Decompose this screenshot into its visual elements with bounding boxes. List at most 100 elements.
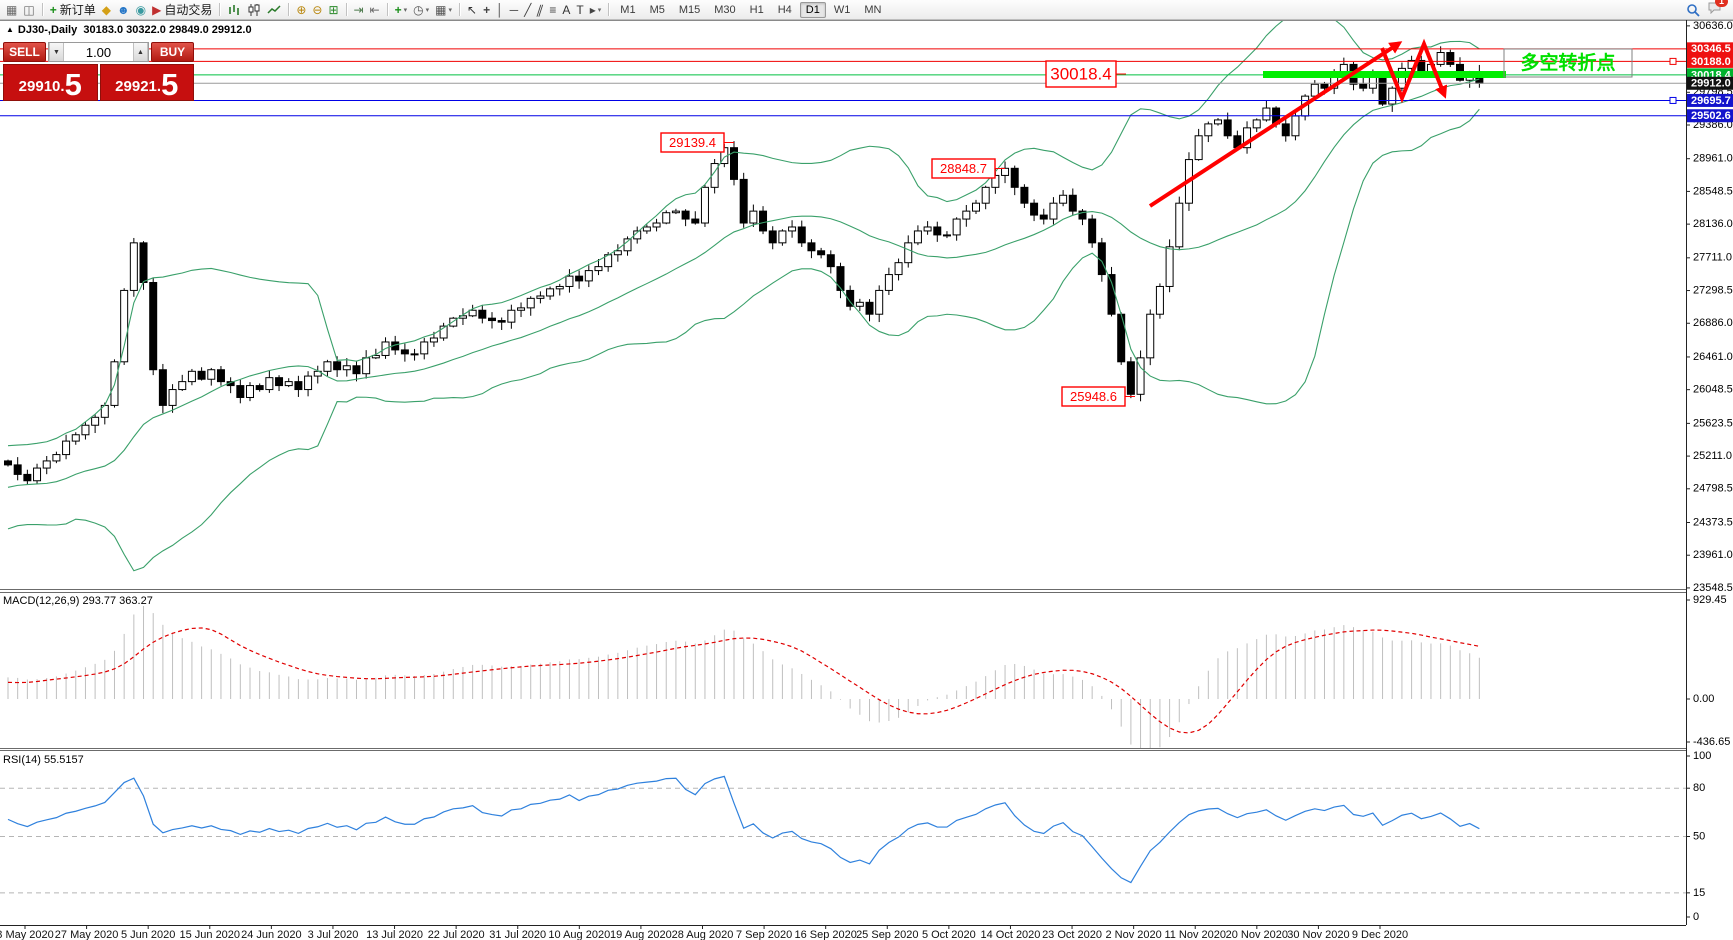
- volume-decrease-button[interactable]: ▼: [49, 43, 64, 61]
- arrows-icon[interactable]: ▸ ▾: [587, 1, 605, 18]
- timeframe-d1[interactable]: D1: [799, 1, 826, 18]
- timeframe-m5[interactable]: M5: [649, 3, 665, 16]
- trendline-icon[interactable]: ╱: [521, 1, 534, 18]
- indicators-icon: +: [394, 2, 402, 17]
- chart-ohlc-text: DJ30-,Daily 30183.0 30322.0 29849.0 2991…: [17, 24, 252, 36]
- zigzag-arrow[interactable]: [1380, 38, 1448, 104]
- community-icon[interactable]: ☻: [114, 1, 133, 18]
- time-axis[interactable]: 8 May 2020 27 May 2020 5 Jun 2020 15 Jun 20…: [0, 925, 1408, 940]
- price-tick-label: 27298.5: [1693, 284, 1733, 296]
- time-tick-label: 23 Oct 2020: [1042, 929, 1102, 940]
- timeframe-h1[interactable]: H1: [749, 3, 764, 16]
- auto-scroll-icon[interactable]: ⇥: [351, 1, 367, 18]
- volume-input[interactable]: [64, 43, 133, 61]
- profiles-icon[interactable]: ◫: [20, 1, 37, 18]
- horizontal-line-icon[interactable]: ─: [507, 1, 522, 18]
- buy-price-button[interactable]: 29921. 5: [99, 64, 194, 101]
- cursor-icon[interactable]: ↖: [464, 1, 480, 18]
- chart-shift-icon[interactable]: ⇤: [367, 1, 383, 18]
- notifications-icon[interactable]: 1: [1707, 0, 1728, 19]
- new-chart-icon[interactable]: ▦: [3, 1, 20, 18]
- dropdown-caret-icon[interactable]: ▾: [403, 6, 408, 14]
- line-chart-mode-icon: [267, 4, 281, 14]
- sell-button[interactable]: SELL: [3, 42, 46, 62]
- axis-price-flag-text: 29912.0: [1691, 78, 1731, 90]
- support-band[interactable]: [1263, 71, 1506, 78]
- chart-title: ▲ DJ30-,Daily 30183.0 30322.0 29849.0 299…: [6, 24, 252, 36]
- timeframe-m15[interactable]: M15: [678, 3, 701, 16]
- macd-histogram: [7, 606, 1480, 748]
- axis-price-flag: [1687, 76, 1733, 90]
- line-chart-mode-icon[interactable]: [264, 1, 284, 18]
- timeframe-w1[interactable]: W1: [833, 3, 851, 16]
- equidistant-channel-icon[interactable]: ∥: [534, 1, 546, 18]
- autotrading-button[interactable]: ▶ 自动交易: [149, 1, 215, 18]
- horizontal-line-icon: ─: [509, 2, 519, 17]
- sell-price-main: 29910: [18, 78, 61, 95]
- price-tick-label: 26886.0: [1693, 317, 1733, 329]
- text-icon: A: [562, 2, 571, 17]
- zoom-out-icon[interactable]: ⊖: [309, 1, 325, 18]
- tile-windows-icon[interactable]: ⊞: [325, 1, 341, 18]
- toolbar-separator: [288, 3, 290, 16]
- turning-point-text[interactable]: 多空转折点: [1520, 51, 1615, 74]
- time-tick-label: 13 Jul 2020: [366, 929, 423, 940]
- price-tick-label: 24373.5: [1693, 516, 1733, 528]
- line-handle[interactable]: [1669, 57, 1677, 65]
- turning-point-box[interactable]: [1503, 48, 1633, 78]
- indicators-icon[interactable]: + ▾: [392, 1, 411, 18]
- trend-arrow[interactable]: [1148, 41, 1403, 208]
- signals-icon: ◉: [135, 2, 147, 17]
- price-axis[interactable]: 30636.030223.529798.529386.028961.028548…: [1686, 20, 1733, 923]
- templates-icon[interactable]: ▦ ▾: [432, 1, 455, 18]
- fibonacci-icon[interactable]: ≡: [546, 1, 559, 18]
- dropdown-caret-icon[interactable]: ▾: [448, 6, 453, 14]
- search-icon[interactable]: [1686, 3, 1700, 17]
- time-tick-label: 2 Nov 2020: [1106, 929, 1162, 940]
- axis-price-flag-text: 29502.6: [1691, 110, 1731, 122]
- bar-chart-mode-icon[interactable]: [224, 1, 244, 18]
- macd-signal-line: [7, 627, 1480, 734]
- timeframe-mn[interactable]: MN: [864, 3, 882, 16]
- price-flag-text[interactable]: 30018.4: [1050, 64, 1111, 83]
- sell-price-button[interactable]: 29910. 5: [3, 64, 98, 101]
- axis-price-flag-text: 29695.7: [1691, 95, 1731, 107]
- vertical-line-icon[interactable]: │: [493, 1, 507, 18]
- new-order-button[interactable]: + 新订单: [47, 1, 99, 18]
- volume-increase-button[interactable]: ▲: [133, 43, 148, 61]
- timeframe-m1[interactable]: M1: [620, 3, 636, 16]
- time-tick-label: 16 Sep 2020: [794, 929, 856, 940]
- dropdown-caret-icon[interactable]: ▾: [425, 6, 430, 14]
- periods-icon[interactable]: ◷ ▾: [410, 1, 432, 18]
- chart-annotations[interactable]: 30018.4 29139.4 28848.7 25948.6 多空转折点: [660, 38, 1633, 407]
- text-icon[interactable]: A: [559, 1, 573, 18]
- metaeditor-icon[interactable]: ◆: [99, 1, 114, 18]
- dropdown-caret-icon[interactable]: ▾: [597, 6, 602, 14]
- macd-axis-label: 0.00: [1693, 693, 1714, 705]
- chart-expand-icon[interactable]: ▲: [6, 25, 14, 34]
- text-label-icon[interactable]: T: [573, 1, 586, 18]
- new-chart-icon: ▦: [6, 2, 18, 17]
- price-flag-text[interactable]: 25948.6: [1070, 389, 1117, 404]
- signals-icon[interactable]: ◉: [133, 1, 149, 18]
- axis-price-flag-text: 30346.5: [1691, 43, 1731, 55]
- rsi-axis-label: 50: [1693, 830, 1705, 842]
- line-handle[interactable]: [1669, 96, 1677, 104]
- timeframe-m30[interactable]: M30: [714, 3, 736, 16]
- toolbar-separator: [345, 3, 347, 16]
- candlestick-mode-icon[interactable]: [244, 1, 264, 18]
- trendline-icon: ╱: [524, 2, 532, 17]
- crosshair-icon[interactable]: +: [480, 1, 493, 18]
- templates-icon: ▦: [435, 2, 447, 17]
- price-tick-label: 25623.5: [1693, 417, 1733, 429]
- price-flag-text[interactable]: 29139.4: [669, 135, 716, 150]
- zoom-in-icon[interactable]: ⊕: [293, 1, 309, 18]
- time-tick-label: 15 Jun 2020: [179, 929, 240, 940]
- price-tick-label: 28548.5: [1693, 185, 1733, 197]
- timeframe-h4[interactable]: H4: [777, 3, 792, 16]
- price-flag-text[interactable]: 28848.7: [940, 161, 987, 176]
- buy-button[interactable]: BUY: [151, 42, 194, 62]
- price-tick-label: 27711.0: [1693, 252, 1732, 264]
- time-tick-label: 14 Oct 2020: [980, 929, 1040, 940]
